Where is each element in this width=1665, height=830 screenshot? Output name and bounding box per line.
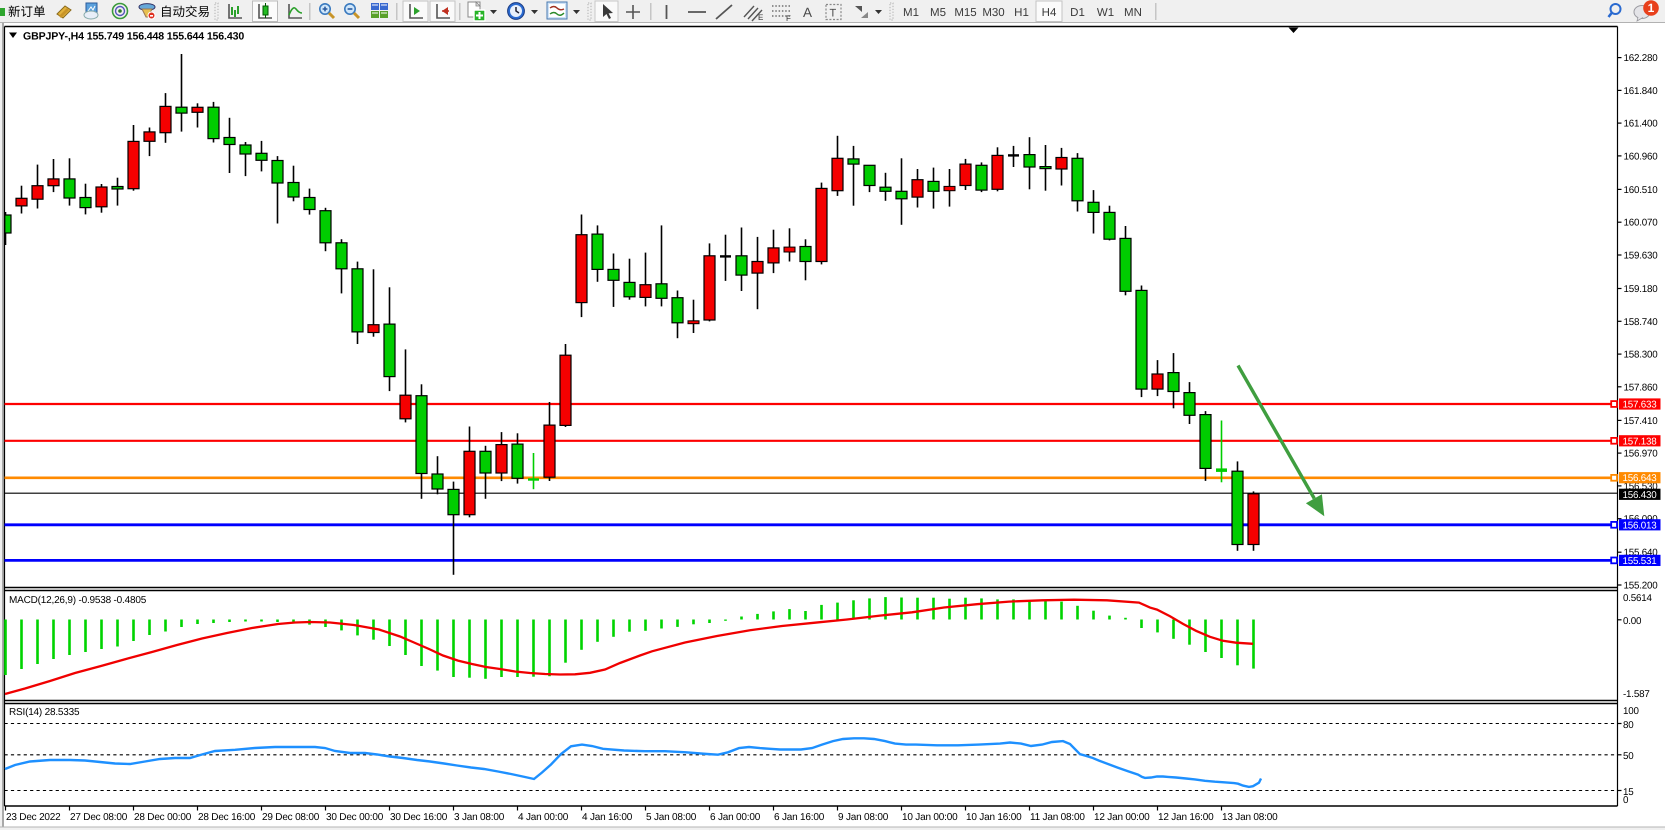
svg-text:12 Jan 00:00: 12 Jan 00:00	[1094, 812, 1150, 823]
svg-text:156.643: 156.643	[1623, 473, 1658, 484]
svg-text:28 Dec 16:00: 28 Dec 16:00	[198, 812, 256, 823]
svg-text:50: 50	[1623, 751, 1634, 762]
svg-text:157.410: 157.410	[1624, 416, 1659, 427]
svg-text:GBPJPY-,H4 155.749 156.448 15: GBPJPY-,H4 155.749 156.448 155.644 156.4…	[23, 31, 244, 43]
svg-text:4 Jan 16:00: 4 Jan 16:00	[582, 812, 633, 823]
svg-text:0: 0	[1623, 795, 1629, 806]
svg-text:160.960: 160.960	[1624, 151, 1659, 162]
svg-text:自动交易: 自动交易	[160, 5, 210, 19]
svg-text:11 Jan 08:00: 11 Jan 08:00	[1030, 812, 1085, 823]
svg-text:9 Jan 08:00: 9 Jan 08:00	[838, 812, 889, 823]
svg-text:6 Jan 16:00: 6 Jan 16:00	[774, 812, 825, 823]
svg-text:10 Jan 00:00: 10 Jan 00:00	[902, 812, 958, 823]
svg-text:28 Dec 00:00: 28 Dec 00:00	[134, 812, 192, 823]
svg-text:RSI(14) 28.5335: RSI(14) 28.5335	[9, 707, 80, 718]
svg-text:157.860: 157.860	[1624, 382, 1659, 393]
svg-text:30 Dec 16:00: 30 Dec 16:00	[390, 812, 448, 823]
svg-text:158.740: 158.740	[1624, 317, 1659, 328]
svg-text:M15: M15	[954, 7, 976, 19]
svg-text:10 Jan 16:00: 10 Jan 16:00	[966, 812, 1022, 823]
svg-text:161.840: 161.840	[1624, 86, 1659, 97]
svg-text:23 Dec 2022: 23 Dec 2022	[6, 812, 61, 823]
svg-text:H4: H4	[1042, 7, 1057, 19]
svg-text:1: 1	[1648, 1, 1655, 15]
svg-text:155.200: 155.200	[1624, 581, 1659, 592]
svg-text:155.531: 155.531	[1623, 556, 1657, 567]
svg-text:156.430: 156.430	[1623, 490, 1658, 501]
svg-text:29 Dec 08:00: 29 Dec 08:00	[262, 812, 320, 823]
svg-text:A: A	[803, 5, 812, 20]
svg-text:157.633: 157.633	[1623, 400, 1658, 411]
svg-text:F: F	[786, 14, 791, 23]
svg-text:5 Jan 08:00: 5 Jan 08:00	[646, 812, 697, 823]
svg-text:M30: M30	[982, 7, 1004, 19]
svg-text:162.280: 162.280	[1624, 53, 1659, 64]
svg-text:160.510: 160.510	[1624, 185, 1659, 196]
svg-text:157.138: 157.138	[1623, 436, 1658, 447]
svg-text:E: E	[758, 13, 763, 22]
svg-text:MACD(12,26,9) -0.9538 -0.4805: MACD(12,26,9) -0.9538 -0.4805	[9, 595, 147, 606]
svg-text:4 Jan 00:00: 4 Jan 00:00	[518, 812, 569, 823]
svg-text:-1.587: -1.587	[1623, 689, 1650, 700]
svg-text:161.400: 161.400	[1624, 119, 1659, 130]
svg-text:0.00: 0.00	[1623, 616, 1642, 627]
svg-text:M5: M5	[930, 7, 946, 19]
svg-text:158.300: 158.300	[1624, 350, 1659, 361]
svg-text:156.013: 156.013	[1623, 520, 1658, 531]
svg-text:12 Jan 16:00: 12 Jan 16:00	[1158, 812, 1214, 823]
svg-text:159.630: 159.630	[1624, 251, 1659, 262]
svg-text:M1: M1	[903, 7, 919, 19]
svg-text:80: 80	[1623, 720, 1634, 731]
svg-text:30 Dec 00:00: 30 Dec 00:00	[326, 812, 384, 823]
svg-text:159.180: 159.180	[1624, 284, 1659, 295]
svg-text:160.070: 160.070	[1624, 218, 1659, 229]
svg-text:H1: H1	[1014, 7, 1029, 19]
svg-text:0.5614: 0.5614	[1623, 593, 1653, 604]
svg-text:155.640: 155.640	[1624, 548, 1659, 559]
svg-text:156.530: 156.530	[1624, 481, 1659, 492]
svg-text:新订单: 新订单	[8, 5, 46, 19]
svg-text:15: 15	[1623, 787, 1634, 798]
svg-text:T: T	[830, 8, 837, 20]
svg-text:156.970: 156.970	[1624, 449, 1659, 460]
svg-text:13 Jan 08:00: 13 Jan 08:00	[1222, 812, 1278, 823]
svg-text:MN: MN	[1124, 7, 1142, 19]
svg-text:100: 100	[1623, 706, 1639, 717]
svg-text:27 Dec 08:00: 27 Dec 08:00	[70, 812, 128, 823]
svg-text:6 Jan 00:00: 6 Jan 00:00	[710, 812, 761, 823]
svg-text:W1: W1	[1097, 7, 1114, 19]
svg-text:D1: D1	[1070, 7, 1085, 19]
svg-text:3 Jan 08:00: 3 Jan 08:00	[454, 812, 505, 823]
